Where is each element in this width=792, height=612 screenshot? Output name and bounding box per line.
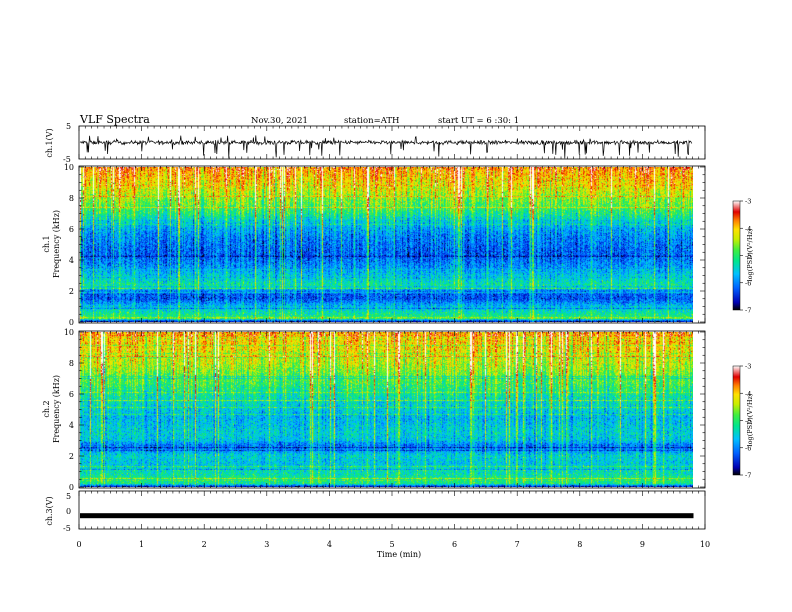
freq-tick-label: 6 — [69, 225, 74, 234]
ch2-spectrogram-image — [80, 332, 693, 487]
time-tick-label: 1 — [139, 540, 144, 549]
colorbar-tick-label: -6 — [745, 444, 751, 452]
ch3-ytick-max: 5 — [66, 492, 71, 501]
time-tick-label: 8 — [577, 540, 582, 549]
freq-tick-label: 10 — [64, 163, 74, 172]
colorbar-tick-label: -4 — [745, 225, 751, 233]
freq-tick-label: 2 — [69, 287, 74, 296]
ch1-colorbar-label: log(PSD)(V²/Hz) — [746, 228, 754, 281]
ch1-ytick-min: -5 — [63, 155, 71, 164]
ch1-waveform-ylabel: ch.1(V) — [45, 128, 54, 157]
ch1-freq-ticks: 0 2 4 6 8 10 — [64, 163, 705, 327]
colorbar-tick-label: -3 — [745, 198, 751, 206]
ch1-colorbar-ticks: -3 -4 -5 -6 -7 — [740, 198, 751, 315]
freq-tick-label: 0 — [69, 483, 74, 492]
ch2-colorbar-ticks: -3 -4 -5 -6 -7 — [740, 363, 751, 480]
time-axis-ticks: 0 1 2 3 4 5 6 7 8 9 10 — [76, 126, 710, 549]
freq-tick-label: 10 — [64, 328, 74, 337]
colorbar-tick-label: -7 — [745, 472, 751, 480]
ch2-colorbar-label: log(PSD)(V²/Hz) — [746, 393, 754, 446]
ch2-spectrogram-ylabel: ch.2Frequency (kHz) — [42, 375, 61, 443]
time-tick-label: 5 — [389, 540, 394, 549]
time-tick-label: 0 — [76, 540, 81, 549]
colorbar-tick-label: -3 — [745, 363, 751, 371]
time-tick-label: 10 — [700, 540, 710, 549]
time-tick-label: 6 — [452, 540, 457, 549]
time-tick-label: 3 — [264, 540, 269, 549]
time-tick-label: 2 — [202, 540, 207, 549]
header-station: station=ATH — [344, 116, 399, 126]
freq-tick-label: 8 — [69, 194, 74, 203]
figure-title: VLF Spectra — [79, 113, 150, 126]
colorbar-tick-label: -5 — [745, 252, 751, 260]
header-date: Nov.30, 2021 — [251, 116, 308, 126]
ch3-waveform-panel: 5 0 -5 ch.3(V) — [45, 490, 706, 533]
ch3-ytick-min: -5 — [63, 524, 71, 533]
time-tick-label: 4 — [327, 540, 332, 549]
ch1-colorbar — [732, 200, 741, 311]
ch3-ytick-zero: 0 — [66, 507, 71, 516]
ch3-waveform-trace — [80, 513, 694, 519]
freq-tick-label: 4 — [69, 421, 74, 430]
ch3-waveform-frame — [78, 490, 706, 530]
colorbar-tick-label: -5 — [745, 417, 751, 425]
colorbar-tick-label: -4 — [745, 390, 751, 398]
ch2-colorbar — [732, 365, 741, 476]
ch1-spectrogram-ylabel-channel: ch.1Frequency (kHz) — [42, 210, 61, 278]
time-tick-label: 7 — [515, 540, 520, 549]
header-start-time: start UT = 6 :30: 1 — [438, 116, 519, 126]
colorbar-tick-label: -6 — [745, 279, 751, 287]
ch1-spectrogram-panel: 0 2 4 6 8 10 ch.1Frequency (kHz) -3 -4 -5 -6 -7 l… — [42, 163, 754, 327]
ch2-freq-ticks: 0 2 4 6 8 10 — [64, 328, 705, 492]
ch1-waveform-trace — [79, 135, 693, 159]
freq-tick-label: 6 — [69, 390, 74, 399]
time-tick-label: 9 — [640, 540, 645, 549]
freq-tick-label: 0 — [69, 318, 74, 327]
ch1-ytick-max: 5 — [66, 122, 71, 131]
colorbar-tick-label: -7 — [745, 307, 751, 315]
ch1-waveform-panel: 5 -5 ch.1(V) — [45, 122, 706, 164]
ch3-waveform-ylabel: ch.3(V) — [45, 496, 54, 525]
freq-tick-label: 4 — [69, 256, 74, 265]
freq-tick-label: 2 — [69, 452, 74, 461]
ch2-spectrogram-panel: 0 2 4 6 8 10 ch.2Frequency (kHz) -3 -4 -5 -6 -7 l… — [42, 328, 754, 492]
time-axis-label: Time (min) — [377, 550, 421, 559]
freq-tick-label: 8 — [69, 359, 74, 368]
ch1-spectrogram-image — [80, 167, 693, 322]
